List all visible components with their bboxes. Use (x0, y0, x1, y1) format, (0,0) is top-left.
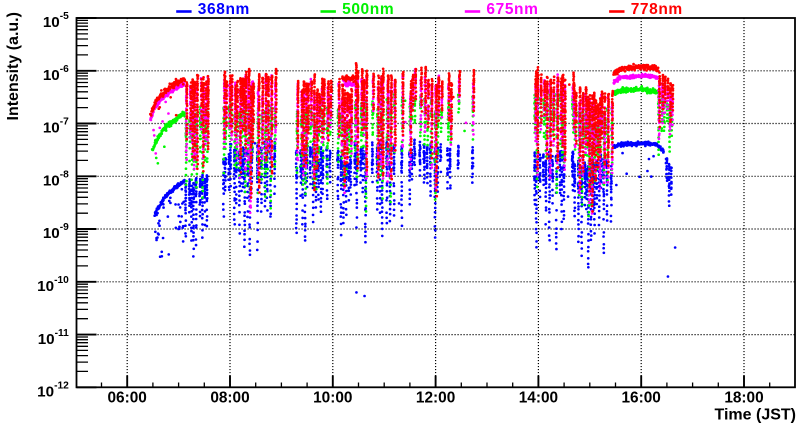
svg-text:12:00: 12:00 (416, 390, 455, 407)
svg-text:368nm: 368nm (198, 1, 250, 18)
svg-text:14:00: 14:00 (519, 390, 558, 407)
svg-text:Intensity (a.u.): Intensity (a.u.) (5, 12, 22, 120)
svg-text:778nm: 778nm (631, 1, 683, 18)
svg-text:06:00: 06:00 (108, 390, 147, 407)
svg-text:675nm: 675nm (486, 1, 538, 18)
svg-text:18:00: 18:00 (724, 390, 763, 407)
svg-text:08:00: 08:00 (210, 390, 249, 407)
svg-text:500nm: 500nm (342, 1, 394, 18)
svg-text:16:00: 16:00 (622, 390, 661, 407)
svg-text:10:00: 10:00 (313, 390, 352, 407)
svg-text:Time (JST): Time (JST) (715, 407, 797, 424)
